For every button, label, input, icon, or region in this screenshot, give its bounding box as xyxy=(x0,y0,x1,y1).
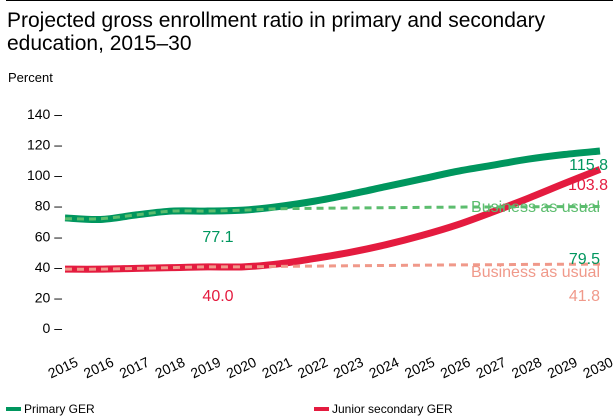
x-tick-label: 2021 xyxy=(259,354,294,382)
y-tick-label: 0 – xyxy=(43,320,63,336)
series-line-junior-secondary-ger xyxy=(64,166,602,273)
legend-label-junior-secondary-ger: Junior secondary GER xyxy=(332,402,453,416)
x-tick-label: 2028 xyxy=(509,354,544,382)
y-tick-label: 20 – xyxy=(35,289,62,305)
x-tick-label: 2027 xyxy=(473,354,508,382)
x-tick-label: 2030 xyxy=(580,354,613,382)
x-tick-label: 2015 xyxy=(45,354,80,382)
data-label-junior-secondary-2020: 40.0 xyxy=(202,288,233,305)
y-tick-label: 80 – xyxy=(35,198,62,214)
data-label-primary-bau-2030: 79.5 xyxy=(569,251,600,268)
y-tick-label: 120 – xyxy=(27,137,62,153)
top-rule xyxy=(6,0,613,1)
y-tick-label: 60 – xyxy=(35,228,62,244)
y-tick-label: 140 – xyxy=(27,106,62,122)
legend-item-junior-secondary-ger: Junior secondary GER xyxy=(314,402,453,416)
legend-swatch-primary-ger xyxy=(6,407,21,411)
legend-item-primary-ger: Primary GER xyxy=(6,402,95,416)
legend-swatch-junior-secondary-ger xyxy=(314,407,329,411)
data-label-junior-secondary-2030: 103.8 xyxy=(568,177,608,194)
x-tick-label: 2016 xyxy=(81,354,116,382)
series-line-junior-secondary-business-as-usual xyxy=(64,262,601,271)
data-label-primary-2030: 115.8 xyxy=(569,157,608,174)
x-tick-label: 2020 xyxy=(224,354,259,382)
legend-label-primary-ger: Primary GER xyxy=(24,402,95,416)
x-tick-label: 2017 xyxy=(117,354,152,382)
x-tick-label: 2019 xyxy=(188,354,223,382)
x-tick-label: 2029 xyxy=(545,354,580,382)
x-tick-label: 2023 xyxy=(331,354,366,382)
y-tick-label: 100 – xyxy=(27,167,62,183)
data-label-junior-secondary-bau-2030: 41.8 xyxy=(569,288,600,305)
x-tick-label: 2018 xyxy=(152,354,187,382)
x-tick-label: 2024 xyxy=(366,354,401,382)
data-label-primary-2020: 77.1 xyxy=(202,229,233,246)
y-axis-unit-label: Percent xyxy=(8,70,53,85)
x-tick-label: 2022 xyxy=(295,354,330,382)
series-line-primary-business-as-usual xyxy=(64,204,601,221)
y-tick-label: 40 – xyxy=(35,259,62,275)
chart-title: Projected gross enrollment ratio in prim… xyxy=(7,9,546,55)
x-tick-label: 2026 xyxy=(438,354,473,382)
annotation-business-as-usual-junior-secondary: Business as usual xyxy=(471,264,600,281)
x-tick-label: 2025 xyxy=(402,354,437,382)
annotation-business-as-usual-primary: Business as usual xyxy=(471,199,600,216)
